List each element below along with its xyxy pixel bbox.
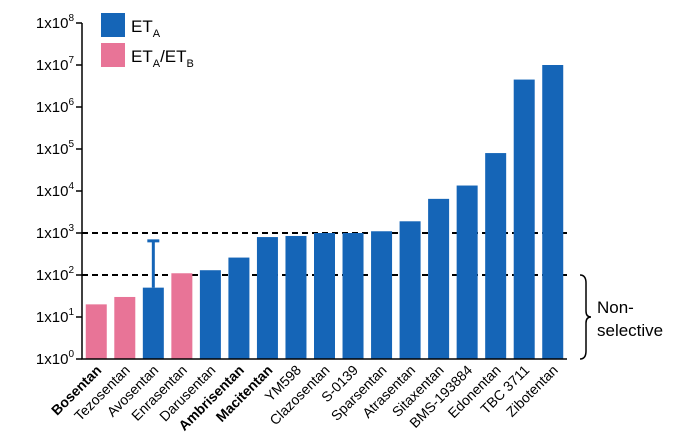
y-tick-label: 1x101 [36, 307, 75, 326]
legend-swatch [101, 13, 125, 37]
bar [342, 233, 364, 359]
legend-swatch [101, 43, 125, 67]
bar [314, 233, 335, 359]
y-tick-label: 1x108 [36, 13, 75, 32]
bar [456, 185, 478, 359]
y-tick-label: 1x100 [36, 349, 75, 368]
x-axis-labels: BosentanTezosentanAvosentanEnrasentanDar… [48, 362, 561, 434]
bar [399, 221, 421, 359]
y-axis-ticks: 1x100 1x101 1x102 1x103 1x104 1x105 1x106 1x107… [36, 13, 82, 368]
legend: ETA ETA/ETB [101, 13, 194, 70]
y-tick-label: 1x103 [36, 223, 75, 242]
bar [114, 296, 136, 359]
legend-label: ETA/ETB [131, 47, 194, 70]
bar [513, 79, 535, 360]
bars [85, 65, 564, 360]
y-tick-label: 1x102 [36, 265, 75, 284]
y-tick-label: 1x104 [36, 181, 75, 200]
bar [371, 231, 393, 359]
bar [199, 270, 221, 359]
bar [171, 273, 193, 359]
bar [142, 287, 164, 359]
non-selective-annotation: Non-selective [579, 274, 663, 360]
brace [579, 274, 592, 360]
bar [485, 153, 507, 359]
bar [228, 257, 250, 359]
bar [428, 198, 450, 359]
annotation-line-2: selective [597, 321, 663, 340]
annotation-line-1: Non- [597, 298, 634, 317]
y-tick-label: 1x105 [36, 139, 75, 158]
bar [285, 235, 307, 359]
y-tick-label: 1x107 [36, 55, 75, 74]
y-tick-label: 1x106 [36, 97, 75, 116]
bar [542, 65, 564, 359]
bar [256, 237, 278, 359]
legend-label: ETA [131, 17, 161, 40]
bar [85, 304, 107, 359]
